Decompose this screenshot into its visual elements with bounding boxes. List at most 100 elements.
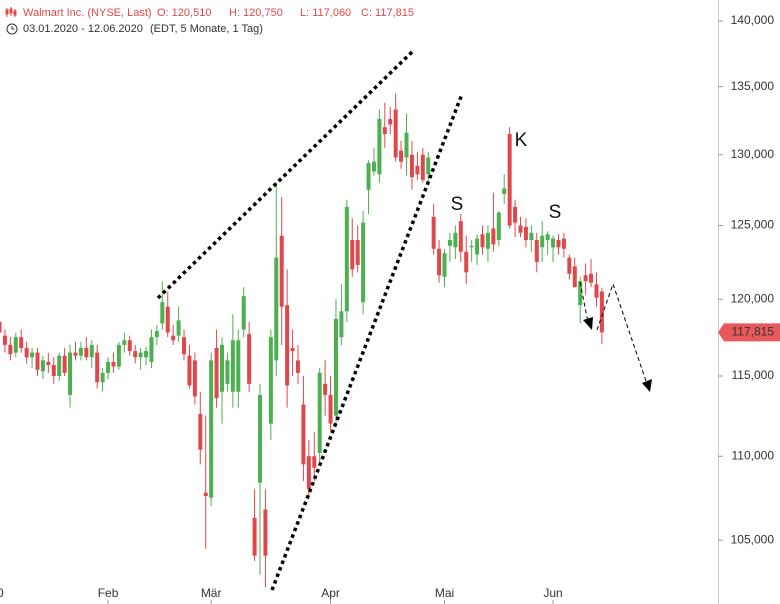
candle-body [420, 154, 425, 180]
x-tick-label: Jun [543, 586, 562, 600]
candle-body [507, 134, 512, 226]
candle-body [176, 320, 181, 336]
candle-body [523, 226, 528, 241]
candle-body [160, 302, 165, 324]
candle-body [19, 337, 24, 348]
annotation: S [451, 194, 464, 215]
header-open: O: 120,510 [157, 7, 211, 19]
candle-body [572, 266, 577, 288]
candle-body [182, 337, 187, 355]
candle-body [502, 188, 507, 195]
candle-body [437, 248, 442, 276]
candle-body [404, 132, 409, 158]
candle-icon [5, 7, 17, 17]
candle-body [57, 355, 62, 376]
candle-body [252, 517, 257, 556]
x-tick-label: Apr [321, 586, 340, 600]
candle-body [290, 347, 295, 352]
candle-body [165, 306, 170, 333]
y-tick-label: 130,000 [731, 147, 775, 161]
candle-body [426, 157, 431, 175]
candle-body [496, 212, 501, 241]
candle-body [453, 232, 458, 248]
candle-body [578, 281, 583, 306]
candle-body [485, 232, 490, 249]
candle-body [154, 331, 159, 338]
candle-body [295, 360, 300, 373]
candle-body [328, 394, 333, 424]
candle-body [187, 355, 192, 386]
y-tick-label: 125,000 [731, 218, 775, 232]
candle-body [30, 352, 35, 358]
header-range: 03.01.2020 - 12.06.2020 [23, 23, 143, 35]
trend-line [270, 93, 464, 591]
candle-body [561, 238, 566, 249]
candle-body [409, 154, 414, 178]
candle-body [8, 344, 13, 355]
candle-body [599, 291, 604, 333]
candle-body [13, 337, 18, 353]
candle-body [350, 240, 355, 270]
candle-body [285, 305, 290, 386]
candle-body [73, 352, 78, 356]
candle-body [171, 335, 176, 341]
trend-line [156, 50, 414, 300]
candle-body [382, 127, 387, 135]
candle-body [518, 225, 523, 233]
projection-arrow [596, 282, 648, 385]
candle-body [24, 347, 29, 358]
candle-body [431, 216, 436, 249]
header-info: (EDT, 5 Monate, 1 Tag) [150, 23, 263, 35]
candle-body [138, 352, 143, 358]
candle-body [377, 119, 382, 175]
y-tick-label: 120,000 [731, 291, 775, 305]
annotation: K [515, 130, 528, 151]
candle-body [464, 251, 469, 273]
candle-body [475, 238, 480, 255]
candle-body [247, 334, 252, 384]
candle-body [203, 492, 208, 497]
candle-body [127, 340, 132, 352]
y-tick-label: 110,000 [732, 448, 775, 462]
candle-body [241, 296, 246, 330]
candle-body [230, 340, 235, 392]
candle-body [198, 414, 203, 450]
candle-body [263, 509, 268, 556]
y-tick-label: 105,000 [731, 532, 775, 546]
candle-body [116, 344, 121, 367]
header: Walmart Inc. (NYSE, Last) O: 120,510 H: … [5, 7, 414, 35]
candle-body [46, 361, 51, 366]
candle-body [589, 273, 594, 283]
header-high: H: 120,750 [229, 7, 283, 19]
candle-body [355, 240, 360, 265]
clock-hands [11, 26, 15, 30]
candle-body [551, 238, 556, 248]
drawings [156, 50, 652, 591]
candle-body [95, 352, 100, 383]
candle-body [0, 321, 2, 333]
candle-body [62, 355, 67, 373]
candle-body [583, 275, 588, 282]
x-tick-label: Mär [201, 586, 222, 600]
candle-body [540, 235, 545, 248]
candle-body [257, 394, 262, 483]
candle-body [458, 221, 463, 252]
candle-body [236, 340, 241, 392]
candle-body [122, 340, 127, 345]
last-price-box [718, 323, 780, 342]
candle-body [366, 163, 371, 190]
candle-body [274, 257, 279, 361]
candle-body [84, 347, 89, 358]
candle-body [133, 351, 138, 358]
candle-body [100, 372, 105, 383]
candle-body [214, 347, 219, 399]
candle-body [144, 351, 149, 358]
candle-body [306, 456, 311, 490]
candle-body [513, 206, 518, 223]
candle-body [149, 337, 154, 362]
arrow-head [583, 317, 593, 330]
candle-body [388, 119, 393, 125]
candle-body [567, 257, 572, 274]
candle-body [534, 240, 539, 262]
